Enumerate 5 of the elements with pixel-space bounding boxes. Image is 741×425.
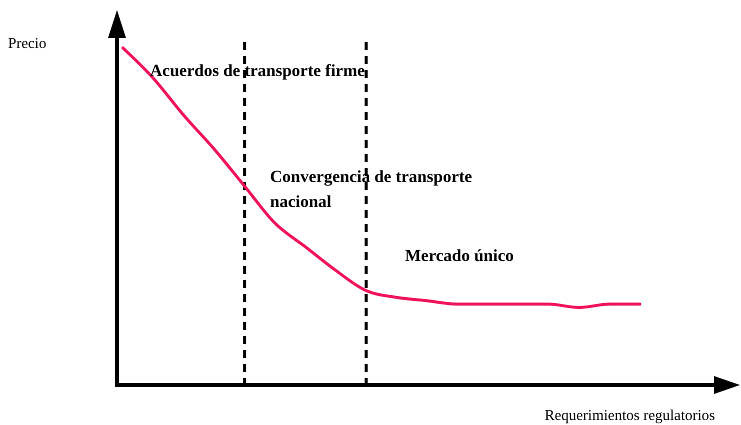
annotation: Acuerdos de transporte firme [150, 61, 366, 80]
annotation: Mercado único [405, 246, 514, 265]
annotation: Convergencia de transporte nacional [270, 167, 473, 211]
y-axis-title: Precio [8, 36, 46, 52]
x-axis-title: Requerimientos regulatorios [544, 408, 716, 424]
